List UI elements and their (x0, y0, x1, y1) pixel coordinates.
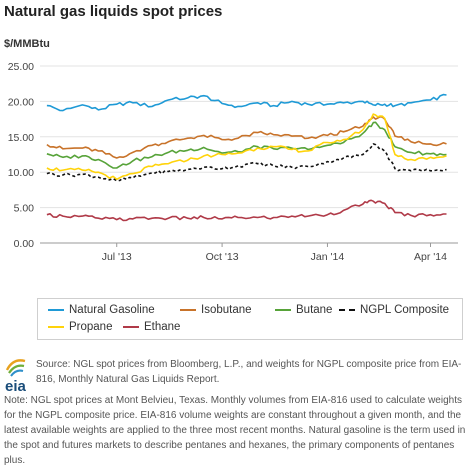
logo-text: eia (5, 378, 27, 395)
legend-swatch-ethane (123, 326, 139, 328)
footnote: Note: NGL spot prices at Mont Belvieu, T… (4, 395, 466, 466)
legend-item-propane[interactable]: Propane (48, 321, 112, 333)
y-tick-label: 5.00 (14, 203, 35, 215)
legend-label: Ethane (144, 321, 181, 333)
legend-item-natural-gasoline[interactable]: Natural Gasoline (48, 304, 155, 316)
chart-title: Natural gas liquids spot prices (4, 3, 223, 20)
legend-item-ethane[interactable]: Ethane (123, 321, 180, 333)
legend: Natural Gasoline Isobutane Butane NGPL C… (37, 298, 463, 340)
series-layer (46, 93, 447, 222)
line-chart: 0.00 5.00 10.00 15.00 20.00 25.00 Jul '13 Oct '… (8, 61, 458, 263)
y-tick-label: 20.00 (8, 96, 34, 108)
y-tick-label: 25.00 (8, 61, 34, 73)
y-tick-label: 10.00 (8, 167, 34, 179)
legend-item-butane[interactable]: Butane (275, 304, 332, 316)
legend-swatch-butane (275, 309, 291, 311)
legend-swatch-isobutane (180, 309, 196, 311)
series-line-ngpl-composite[interactable] (46, 143, 447, 182)
y-tick-label: 0.00 (14, 238, 35, 250)
x-tick-label: Apr '14 (414, 251, 447, 263)
y-axis-unit-label: $/MMBtu (4, 38, 50, 50)
source-note: Source: NGL spot prices from Bloomberg, … (36, 359, 462, 385)
legend-swatch-ngpl-composite (339, 309, 355, 311)
axis-layer: 0.00 5.00 10.00 15.00 20.00 25.00 Jul '13 Oct '… (8, 61, 447, 263)
legend-item-ngpl-composite[interactable]: NGPL Composite (339, 304, 449, 316)
legend-label: Isobutane (201, 304, 252, 316)
x-tick-label: Oct '13 (206, 251, 239, 263)
legend-label: Natural Gasoline (69, 304, 155, 316)
x-tick-label: Jul '13 (102, 251, 132, 263)
x-tick-label: Jan '14 (311, 251, 345, 263)
legend-label: NGPL Composite (360, 304, 450, 316)
series-line-butane[interactable] (46, 121, 447, 169)
legend-item-isobutane[interactable]: Isobutane (180, 304, 252, 316)
series-line-propane[interactable] (46, 113, 447, 181)
series-line-ethane[interactable] (46, 199, 447, 222)
legend-swatch-natural-gasoline (48, 309, 64, 311)
legend-label: Propane (69, 321, 113, 333)
series-line-natural-gasoline[interactable] (46, 93, 447, 112)
y-tick-label: 15.00 (8, 132, 34, 144)
eia-logo: eia (5, 359, 27, 395)
legend-label: Butane (296, 304, 333, 316)
legend-swatch-propane (48, 326, 64, 328)
